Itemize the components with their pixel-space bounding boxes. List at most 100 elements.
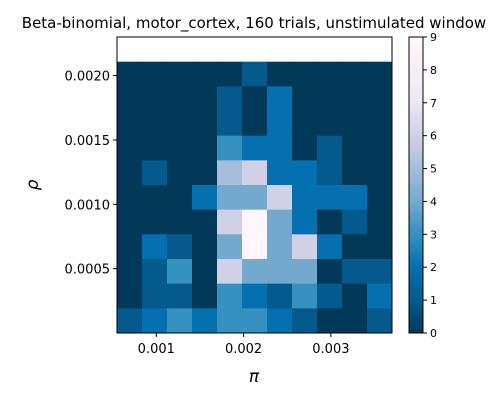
heatmap-cell — [142, 234, 168, 260]
heatmap-cell — [117, 283, 143, 309]
heatmap-cell — [292, 308, 318, 334]
heatmap-cell — [367, 209, 393, 235]
heatmap-cell — [367, 86, 393, 112]
heatmap-cell — [292, 185, 318, 211]
heatmap-cell — [367, 185, 393, 211]
heatmap-cell — [142, 160, 168, 186]
heatmap-cell — [117, 86, 143, 112]
colorbar-tick-label: 1 — [430, 294, 437, 307]
colorbar-tick-label: 7 — [430, 97, 437, 110]
heatmap-cell — [167, 283, 193, 309]
heatmap-cell — [342, 61, 368, 87]
heatmap-cell — [117, 234, 143, 260]
heatmap-cell — [192, 308, 218, 334]
heatmap-cell — [117, 135, 143, 161]
heatmap-cell — [367, 111, 393, 137]
heatmap-cell — [267, 308, 293, 334]
heatmap-cell — [192, 111, 218, 137]
heatmap-cell — [317, 61, 343, 87]
heatmap-cell — [342, 234, 368, 260]
colorbar-tick-label: 2 — [430, 261, 437, 274]
heatmap-cell — [142, 111, 168, 137]
colorbar-tick-label: 5 — [430, 163, 437, 176]
heatmap-cell — [317, 86, 343, 112]
heatmap-cell — [292, 234, 318, 260]
heatmap-cell — [317, 160, 343, 186]
heatmap-grid — [117, 61, 393, 334]
colorbar-tick-label: 6 — [430, 130, 437, 143]
heatmap-cell — [167, 259, 193, 285]
heatmap-cell — [342, 160, 368, 186]
heatmap-cell — [167, 185, 193, 211]
heatmap-cell — [117, 111, 143, 137]
heatmap-cell — [317, 209, 343, 235]
y-tick-label: 0.0015 — [65, 134, 111, 149]
heatmap-cell — [242, 234, 268, 260]
heatmap-cell — [242, 86, 268, 112]
heatmap-cell — [367, 308, 393, 334]
heatmap-cell — [242, 160, 268, 186]
colorbar-tick-label: 3 — [430, 228, 437, 241]
heatmap-cell — [167, 111, 193, 137]
heatmap-cell — [242, 308, 268, 334]
heatmap-cell — [192, 86, 218, 112]
heatmap-cell — [292, 135, 318, 161]
heatmap-cell — [142, 259, 168, 285]
colorbar-tick-label: 0 — [430, 327, 437, 340]
heatmap-cell — [117, 308, 143, 334]
heatmap-cell — [317, 308, 343, 334]
heatmap-cell — [317, 185, 343, 211]
heatmap-cell — [217, 61, 243, 87]
heatmap-cell — [167, 160, 193, 186]
heatmap-cell — [117, 185, 143, 211]
heatmap-cell — [267, 185, 293, 211]
heatmap-cell — [267, 86, 293, 112]
heatmap-cell — [117, 209, 143, 235]
y-tick-label: 0.0005 — [65, 263, 111, 278]
heatmap-cell — [142, 283, 168, 309]
heatmap-cell — [267, 209, 293, 235]
heatmap-cell — [292, 86, 318, 112]
heatmap-cell — [117, 259, 143, 285]
heatmap-cell — [142, 209, 168, 235]
heatmap-cell — [317, 135, 343, 161]
heatmap-cell — [242, 61, 268, 87]
heatmap-cell — [317, 234, 343, 260]
heatmap-cell — [217, 259, 243, 285]
heatmap-cell — [192, 160, 218, 186]
heatmap-cell — [242, 283, 268, 309]
heatmap-cell — [142, 135, 168, 161]
heatmap-cell — [167, 209, 193, 235]
heatmap-cell — [192, 209, 218, 235]
heatmap-cell — [142, 61, 168, 87]
heatmap-cell — [342, 185, 368, 211]
y-axis-label: ρ — [23, 179, 43, 190]
heatmap-cell — [217, 185, 243, 211]
y-tick-label: 0.0020 — [65, 70, 111, 85]
heatmap-cell — [367, 135, 393, 161]
heatmap-cell — [292, 160, 318, 186]
colorbar-ticks: 0 1 2 3 4 5 6 7 8 9 — [423, 31, 437, 340]
heatmap-cell — [217, 135, 243, 161]
heatmap-cell — [242, 259, 268, 285]
heatmap-cell — [167, 86, 193, 112]
heatmap-cell — [292, 283, 318, 309]
heatmap-cell — [267, 283, 293, 309]
heatmap-cell — [342, 209, 368, 235]
y-tick-label: 0.0010 — [65, 198, 111, 213]
heatmap-cell — [367, 61, 393, 87]
heatmap-cell — [292, 111, 318, 137]
heatmap-cell — [342, 111, 368, 137]
heatmap-cell — [217, 160, 243, 186]
plot-frame — [116, 36, 393, 334]
colorbar — [408, 36, 424, 334]
heatmap-cell — [342, 283, 368, 309]
heatmap-cell — [317, 259, 343, 285]
x-axis-ticks: 0.001 0.002 0.003 — [138, 333, 349, 357]
heatmap-cell — [242, 135, 268, 161]
heatmap-cell — [367, 259, 393, 285]
heatmap-cell — [117, 61, 143, 87]
heatmap-cell — [367, 283, 393, 309]
heatmap-cell — [167, 135, 193, 161]
y-axis-ticks: 0.0005 0.0010 0.0015 0.0020 — [65, 70, 117, 278]
